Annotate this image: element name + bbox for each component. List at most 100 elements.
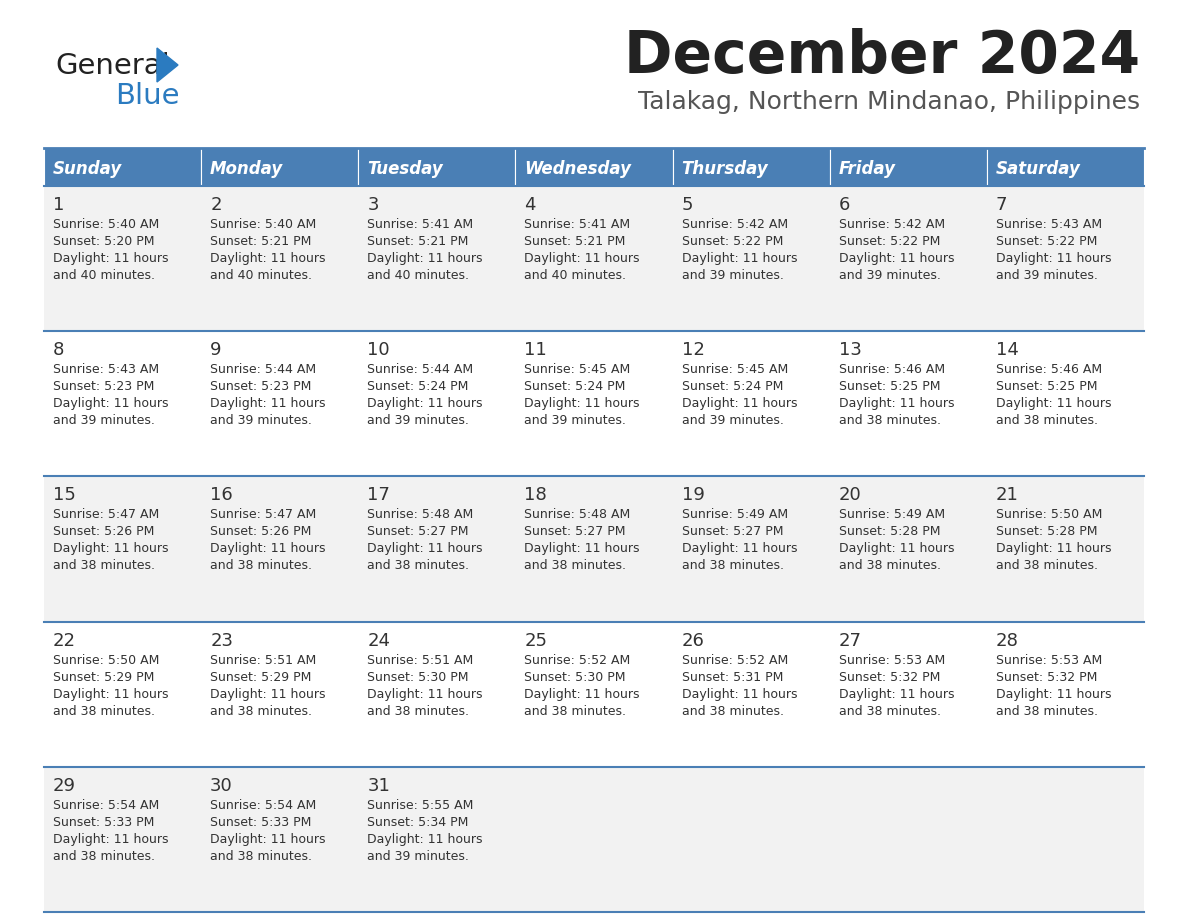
Text: and 39 minutes.: and 39 minutes. (682, 269, 783, 282)
Text: 31: 31 (367, 777, 390, 795)
Text: Sunset: 5:30 PM: Sunset: 5:30 PM (367, 671, 469, 684)
Text: 13: 13 (839, 341, 861, 359)
Text: Sunrise: 5:46 AM: Sunrise: 5:46 AM (839, 364, 944, 376)
Text: Sunset: 5:29 PM: Sunset: 5:29 PM (210, 671, 311, 684)
Text: 14: 14 (996, 341, 1019, 359)
Text: Sunrise: 5:53 AM: Sunrise: 5:53 AM (839, 654, 944, 666)
Text: Blue: Blue (115, 82, 179, 110)
Text: Sunset: 5:23 PM: Sunset: 5:23 PM (210, 380, 311, 393)
Text: and 39 minutes.: and 39 minutes. (996, 269, 1098, 282)
Text: 30: 30 (210, 777, 233, 795)
Polygon shape (157, 48, 178, 82)
Text: 16: 16 (210, 487, 233, 504)
Text: December 2024: December 2024 (624, 28, 1140, 85)
Text: Daylight: 11 hours: Daylight: 11 hours (839, 397, 954, 410)
Text: 20: 20 (839, 487, 861, 504)
Text: Saturday: Saturday (996, 160, 1081, 178)
Text: Sunrise: 5:52 AM: Sunrise: 5:52 AM (682, 654, 788, 666)
Text: Daylight: 11 hours: Daylight: 11 hours (210, 252, 326, 265)
Text: and 38 minutes.: and 38 minutes. (996, 559, 1098, 573)
Text: Sunday: Sunday (53, 160, 122, 178)
Text: Sunrise: 5:41 AM: Sunrise: 5:41 AM (367, 218, 473, 231)
Text: 9: 9 (210, 341, 222, 359)
Bar (987, 148, 1144, 186)
Text: Daylight: 11 hours: Daylight: 11 hours (839, 252, 954, 265)
Text: Daylight: 11 hours: Daylight: 11 hours (53, 543, 169, 555)
Text: Sunset: 5:22 PM: Sunset: 5:22 PM (996, 235, 1098, 248)
Text: Sunset: 5:21 PM: Sunset: 5:21 PM (367, 235, 468, 248)
Text: Sunrise: 5:40 AM: Sunrise: 5:40 AM (53, 218, 159, 231)
Text: and 38 minutes.: and 38 minutes. (210, 559, 312, 573)
Text: and 38 minutes.: and 38 minutes. (682, 559, 784, 573)
Text: and 40 minutes.: and 40 minutes. (367, 269, 469, 282)
Text: Sunrise: 5:41 AM: Sunrise: 5:41 AM (524, 218, 631, 231)
Text: Sunrise: 5:52 AM: Sunrise: 5:52 AM (524, 654, 631, 666)
Text: and 40 minutes.: and 40 minutes. (210, 269, 312, 282)
Text: Daylight: 11 hours: Daylight: 11 hours (210, 397, 326, 410)
Text: 29: 29 (53, 777, 76, 795)
Text: 11: 11 (524, 341, 548, 359)
Text: and 39 minutes.: and 39 minutes. (367, 850, 469, 863)
Text: Sunset: 5:32 PM: Sunset: 5:32 PM (839, 671, 940, 684)
Text: Sunset: 5:33 PM: Sunset: 5:33 PM (53, 816, 154, 829)
Text: Daylight: 11 hours: Daylight: 11 hours (839, 688, 954, 700)
Text: Sunrise: 5:47 AM: Sunrise: 5:47 AM (53, 509, 159, 521)
Text: 21: 21 (996, 487, 1019, 504)
Text: Monday: Monday (210, 160, 284, 178)
Text: and 38 minutes.: and 38 minutes. (996, 705, 1098, 718)
Text: 28: 28 (996, 632, 1019, 650)
Text: 27: 27 (839, 632, 861, 650)
Text: and 39 minutes.: and 39 minutes. (53, 414, 154, 427)
Text: Sunrise: 5:49 AM: Sunrise: 5:49 AM (839, 509, 944, 521)
Text: Sunrise: 5:45 AM: Sunrise: 5:45 AM (524, 364, 631, 376)
Text: Sunrise: 5:42 AM: Sunrise: 5:42 AM (839, 218, 944, 231)
Bar (829, 148, 987, 186)
Text: 18: 18 (524, 487, 548, 504)
Text: and 38 minutes.: and 38 minutes. (524, 705, 626, 718)
Text: Friday: Friday (839, 160, 896, 178)
Text: and 38 minutes.: and 38 minutes. (210, 850, 312, 863)
Text: and 38 minutes.: and 38 minutes. (839, 705, 941, 718)
Text: Daylight: 11 hours: Daylight: 11 hours (53, 833, 169, 845)
Bar (44, 767, 1144, 912)
Text: Sunset: 5:29 PM: Sunset: 5:29 PM (53, 671, 154, 684)
Text: Daylight: 11 hours: Daylight: 11 hours (996, 688, 1111, 700)
Text: Daylight: 11 hours: Daylight: 11 hours (524, 397, 640, 410)
Text: 19: 19 (682, 487, 704, 504)
Text: Sunset: 5:23 PM: Sunset: 5:23 PM (53, 380, 154, 393)
Text: 8: 8 (53, 341, 64, 359)
Text: and 38 minutes.: and 38 minutes. (53, 850, 154, 863)
Text: Sunrise: 5:40 AM: Sunrise: 5:40 AM (210, 218, 316, 231)
Text: Sunset: 5:20 PM: Sunset: 5:20 PM (53, 235, 154, 248)
Bar (201, 148, 359, 186)
Text: 24: 24 (367, 632, 391, 650)
Text: and 38 minutes.: and 38 minutes. (367, 559, 469, 573)
Text: Sunrise: 5:43 AM: Sunrise: 5:43 AM (996, 218, 1102, 231)
Text: General: General (55, 52, 170, 80)
Text: Sunset: 5:27 PM: Sunset: 5:27 PM (682, 525, 783, 538)
Text: 10: 10 (367, 341, 390, 359)
Text: Daylight: 11 hours: Daylight: 11 hours (367, 543, 482, 555)
Text: and 38 minutes.: and 38 minutes. (53, 705, 154, 718)
Text: Sunrise: 5:50 AM: Sunrise: 5:50 AM (53, 654, 159, 666)
Text: 17: 17 (367, 487, 390, 504)
Text: Sunset: 5:34 PM: Sunset: 5:34 PM (367, 816, 468, 829)
Text: Sunrise: 5:43 AM: Sunrise: 5:43 AM (53, 364, 159, 376)
Text: Sunset: 5:33 PM: Sunset: 5:33 PM (210, 816, 311, 829)
Text: 7: 7 (996, 196, 1007, 214)
Text: Daylight: 11 hours: Daylight: 11 hours (367, 397, 482, 410)
Text: Daylight: 11 hours: Daylight: 11 hours (210, 543, 326, 555)
Text: and 39 minutes.: and 39 minutes. (524, 414, 626, 427)
Text: Sunrise: 5:50 AM: Sunrise: 5:50 AM (996, 509, 1102, 521)
Text: Wednesday: Wednesday (524, 160, 632, 178)
Bar (672, 148, 829, 186)
Text: Sunset: 5:22 PM: Sunset: 5:22 PM (839, 235, 940, 248)
Text: and 38 minutes.: and 38 minutes. (524, 559, 626, 573)
Text: Sunset: 5:26 PM: Sunset: 5:26 PM (53, 525, 154, 538)
Text: Sunset: 5:22 PM: Sunset: 5:22 PM (682, 235, 783, 248)
Text: Sunset: 5:24 PM: Sunset: 5:24 PM (682, 380, 783, 393)
Text: Daylight: 11 hours: Daylight: 11 hours (682, 397, 797, 410)
Text: and 38 minutes.: and 38 minutes. (53, 559, 154, 573)
Text: Daylight: 11 hours: Daylight: 11 hours (682, 252, 797, 265)
Text: and 40 minutes.: and 40 minutes. (53, 269, 154, 282)
